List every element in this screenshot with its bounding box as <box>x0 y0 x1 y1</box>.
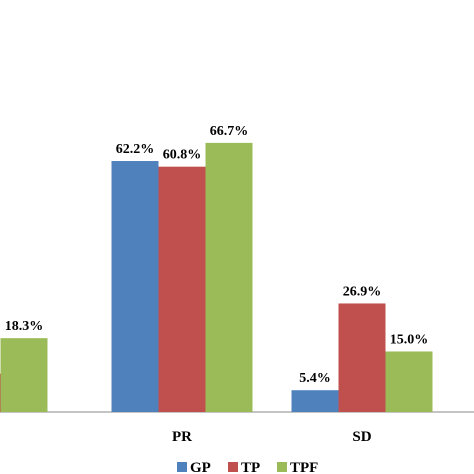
data-label-tpf-sd: 15.0% <box>390 332 429 347</box>
legend-swatch-gp <box>177 462 187 472</box>
data-label-gp-sd: 5.4% <box>299 371 331 386</box>
legend-label-tpf: TPF <box>290 460 318 474</box>
legend-label-tp: TP <box>241 460 260 474</box>
bar-tpf-r <box>0 338 48 412</box>
bars-layer <box>0 142 433 413</box>
bar-tp-r <box>0 373 1 412</box>
bar-tp-sd <box>338 303 386 412</box>
bar-tpf-pr <box>205 142 253 413</box>
legend: GP TP TPF <box>177 460 318 474</box>
data-label-tp-pr: 60.8% <box>163 148 202 163</box>
data-label-tpf-r: 18.3% <box>5 319 44 334</box>
data-label-gp-pr: 62.2% <box>116 142 155 157</box>
bar-tpf-sd <box>385 351 433 412</box>
category-label-sd: SD <box>352 429 371 445</box>
legend-swatch-tp <box>228 462 238 472</box>
data-labels-layer: 5%18.3%62.2%60.8%66.7%5.4%26.9%15.0% <box>5 124 429 386</box>
bar-tp-pr <box>158 166 206 412</box>
data-label-tp-sd: 26.9% <box>343 284 382 299</box>
bar-gp-pr <box>111 161 159 412</box>
legend-label-gp: GP <box>190 460 211 474</box>
category-label-pr: PR <box>172 429 192 445</box>
category-labels-layer: RPRSD <box>172 429 372 445</box>
legend-swatch-tpf <box>277 462 287 472</box>
bar-gp-sd <box>291 390 339 412</box>
data-label-tpf-pr: 66.7% <box>210 124 249 139</box>
